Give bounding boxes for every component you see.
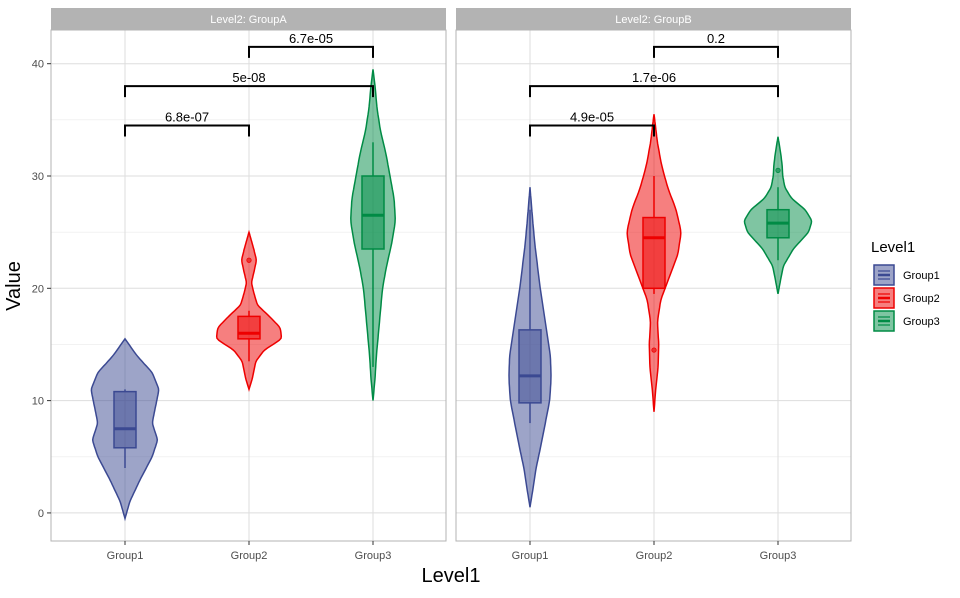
violin-group-group2 bbox=[215, 229, 283, 393]
panel-group-b: Level2: GroupB 4.9e-05 1.7e-06 0.2 Group1 Gr… bbox=[455, 8, 852, 562]
x-tick-label: Group3 bbox=[355, 550, 392, 562]
panel-strip-b bbox=[456, 8, 851, 30]
y-tick-label: 0 bbox=[38, 508, 44, 520]
bracket-line bbox=[529, 124, 655, 137]
bracket-line bbox=[124, 124, 250, 137]
x-tick-label: Group1 bbox=[512, 550, 549, 562]
violin-group-group1 bbox=[508, 187, 552, 508]
outlier-point bbox=[246, 257, 252, 263]
comparison-bracket: 4.9e-05 bbox=[529, 109, 655, 137]
y-axis-title: Value bbox=[3, 261, 25, 311]
violin-group-group2 bbox=[626, 114, 682, 412]
violin-group-group3 bbox=[350, 69, 396, 401]
x-axis-title: Level1 bbox=[422, 565, 481, 587]
y-tick-label: 30 bbox=[32, 171, 44, 183]
comparison-bracket: 1.7e-06 bbox=[529, 70, 779, 98]
comparison-bracket: 6.7e-05 bbox=[248, 31, 374, 58]
violin-group-group1 bbox=[90, 337, 160, 522]
panel-plot-b: 4.9e-05 1.7e-06 0.2 Group1 Group2 Group3 bbox=[455, 29, 852, 562]
box-iqr bbox=[361, 175, 385, 250]
y-axis: 0 10 20 30 40 bbox=[32, 59, 51, 520]
panel-title-a: Level2: GroupA bbox=[210, 14, 287, 26]
panel-plot-a: 6.8e-07 5e-08 6.7e-05 Group1 Group2 Group3 bbox=[50, 29, 447, 562]
legend-key-group2: Group2 bbox=[873, 287, 940, 309]
panel-title-b: Level2: GroupB bbox=[615, 14, 691, 26]
panel-strip-a bbox=[51, 8, 446, 30]
p-value-label: 5e-08 bbox=[232, 70, 265, 85]
violin-group-group3 bbox=[743, 136, 813, 295]
legend-label: Group1 bbox=[903, 270, 940, 282]
p-value-label: 6.8e-07 bbox=[165, 109, 209, 124]
y-tick-label: 20 bbox=[32, 283, 44, 295]
y-tick-label: 10 bbox=[32, 396, 44, 408]
outlier-point bbox=[775, 167, 781, 173]
bracket-line bbox=[124, 85, 374, 98]
bracket-line bbox=[529, 85, 779, 98]
comparison-bracket: 5e-08 bbox=[124, 70, 374, 98]
p-value-label: 4.9e-05 bbox=[570, 109, 614, 124]
x-tick-label: Group1 bbox=[107, 550, 144, 562]
legend-label: Group3 bbox=[903, 316, 940, 328]
legend-key-group3: Group3 bbox=[873, 310, 940, 332]
comparison-bracket: 6.8e-07 bbox=[124, 109, 250, 137]
box-iqr bbox=[113, 390, 137, 449]
legend-label: Group2 bbox=[903, 293, 940, 305]
box-iqr bbox=[237, 315, 261, 340]
box-iqr bbox=[642, 216, 666, 290]
bracket-line bbox=[248, 45, 374, 58]
outlier-point bbox=[651, 347, 657, 353]
x-tick-label: Group3 bbox=[760, 550, 797, 562]
legend-keys: Group1 Group2 Group3 bbox=[873, 264, 940, 332]
legend-title: Level1 bbox=[871, 239, 915, 256]
p-value-label: 0.2 bbox=[707, 31, 725, 46]
legend: Level1 Group1 Group2 Group3 bbox=[871, 239, 940, 332]
p-value-label: 1.7e-06 bbox=[632, 70, 676, 85]
bracket-line bbox=[653, 45, 779, 58]
box-iqr bbox=[518, 329, 542, 404]
panel-group-a: Level2: GroupA 6.8e-07 5e-08 6.7e-05 Group1… bbox=[50, 8, 447, 562]
x-tick-label: Group2 bbox=[636, 550, 673, 562]
legend-key-group1: Group1 bbox=[873, 264, 940, 286]
y-tick-label: 40 bbox=[32, 59, 44, 71]
x-tick-label: Group2 bbox=[231, 550, 268, 562]
p-value-label: 6.7e-05 bbox=[289, 31, 333, 46]
comparison-bracket: 0.2 bbox=[653, 31, 779, 58]
